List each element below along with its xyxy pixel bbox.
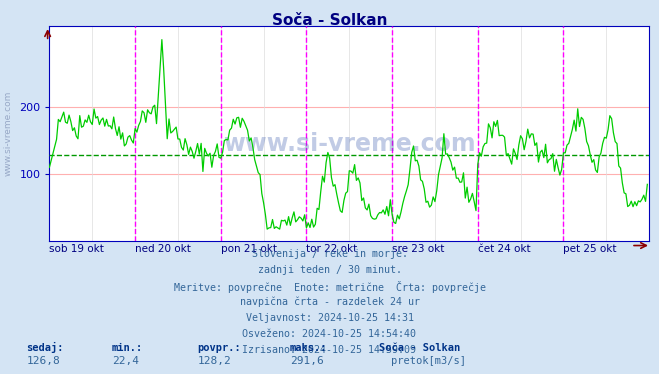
Text: www.si-vreme.com: www.si-vreme.com [3, 91, 13, 177]
Text: min.:: min.: [112, 343, 143, 353]
Text: sedaj:: sedaj: [26, 343, 64, 353]
Text: zadnji teden / 30 minut.: zadnji teden / 30 minut. [258, 265, 401, 275]
Text: Veljavnost: 2024-10-25 14:31: Veljavnost: 2024-10-25 14:31 [246, 313, 413, 323]
Text: Izrisano: 2024-10-25 14:59:09: Izrisano: 2024-10-25 14:59:09 [243, 345, 416, 355]
Text: povpr.:: povpr.: [198, 343, 241, 353]
Text: Soča - Solkan: Soča - Solkan [379, 343, 460, 353]
Text: navpična črta - razdelek 24 ur: navpična črta - razdelek 24 ur [239, 297, 420, 307]
Text: www.si-vreme.com: www.si-vreme.com [223, 132, 476, 156]
Text: Osveženo: 2024-10-25 14:54:40: Osveženo: 2024-10-25 14:54:40 [243, 329, 416, 339]
Text: Soča - Solkan: Soča - Solkan [272, 13, 387, 28]
Text: Slovenija / reke in morje.: Slovenija / reke in morje. [252, 249, 407, 259]
Text: maks.:: maks.: [290, 343, 328, 353]
Text: 291,6: 291,6 [290, 356, 324, 366]
Text: 128,2: 128,2 [198, 356, 231, 366]
Text: Meritve: povprečne  Enote: metrične  Črta: povprečje: Meritve: povprečne Enote: metrične Črta:… [173, 281, 486, 293]
Text: 22,4: 22,4 [112, 356, 139, 366]
Text: pretok[m3/s]: pretok[m3/s] [391, 356, 466, 366]
Text: 126,8: 126,8 [26, 356, 60, 366]
